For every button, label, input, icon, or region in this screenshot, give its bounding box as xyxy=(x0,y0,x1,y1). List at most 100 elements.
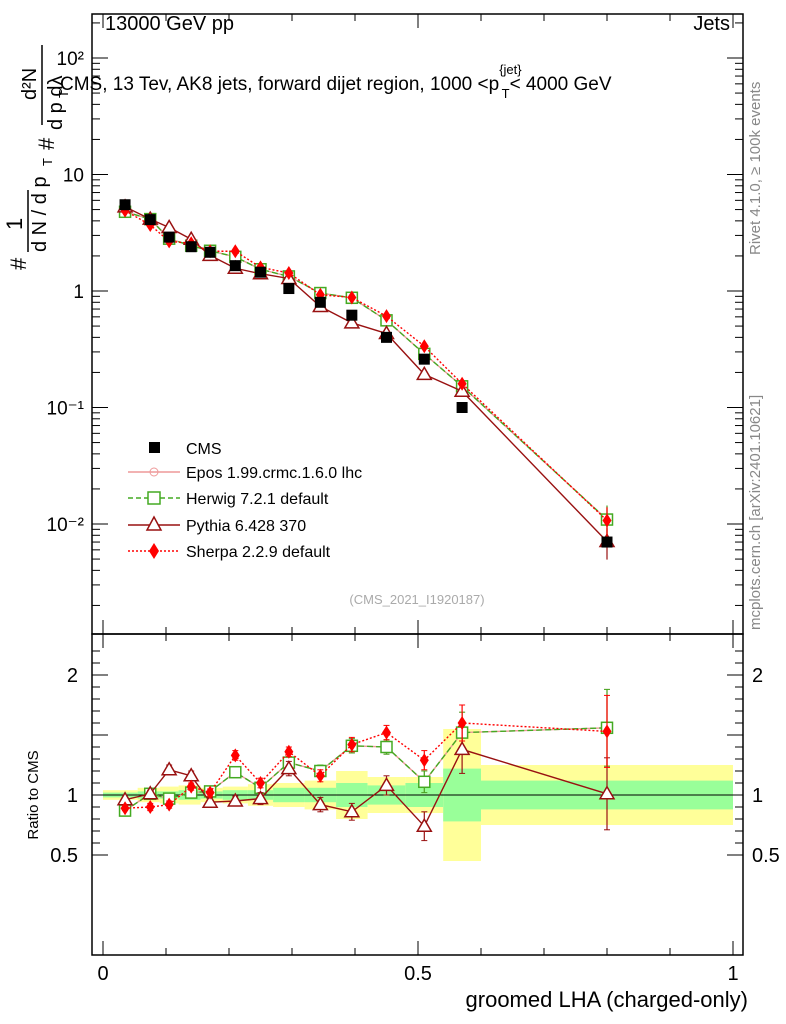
point-ratio-sherpa xyxy=(419,753,429,768)
point-ratio-pythia xyxy=(141,785,159,800)
legend-label-sherpa: Sherpa 2.2.9 default xyxy=(186,544,331,561)
header-collision: 13000 GeV pp xyxy=(105,13,234,35)
ylabel-hash-1: # xyxy=(6,257,31,270)
point-top-sherpa xyxy=(602,513,612,528)
y-tick-label-top: 10² xyxy=(57,49,84,70)
analysis-id: (CMS_2021_I1920187) xyxy=(349,592,484,607)
point-cms xyxy=(283,283,295,295)
point-ratio-herwig xyxy=(418,775,431,789)
x-axis-label: groomed LHA (charged-only) xyxy=(466,987,748,1012)
legend: CMS Epos 1.99.crmc.1.6.0 lhc Herwig 7.2.… xyxy=(128,441,362,561)
point-ratio-sherpa xyxy=(457,716,467,730)
mcplots-label: mcplots.cern.ch [arXiv:2401.10621] xyxy=(747,395,764,630)
ylabel-one: 1 xyxy=(2,218,27,230)
ylabel-numerator: d²N xyxy=(19,68,41,100)
y-axis-label-ratio: Ratio to CMS xyxy=(25,750,42,839)
point-cms xyxy=(229,260,241,272)
series-epos xyxy=(122,211,610,814)
point-ratio-pythia xyxy=(280,760,298,775)
point-ratio-pythia xyxy=(160,761,178,776)
y-tick-label-ratio-right: 1 xyxy=(752,785,763,807)
y-axis-label-top: # 1 d N / d p T # d²N d p dλ T xyxy=(2,45,71,270)
title-suffix: < 4000 GeV xyxy=(510,74,612,95)
axes: 0 0.5 1 10⁻² 10⁻¹ 1 10 10² 0.5 0.5 1 1 2 2 xyxy=(47,13,780,985)
ylabel-den-sub: T xyxy=(56,90,71,98)
legend-label-cms: CMS xyxy=(186,441,222,458)
point-top-pythia xyxy=(160,218,178,234)
point-ratio-pythia xyxy=(252,790,269,805)
point-cms xyxy=(204,246,216,258)
point-ratio-sherpa xyxy=(205,785,215,800)
point-top-pythia xyxy=(415,365,433,381)
point-top-sherpa xyxy=(419,339,429,354)
x-tick-label: 0 xyxy=(97,963,108,985)
legend-item-pythia: Pythia 6.428 370 xyxy=(128,515,306,535)
y-tick-label-top: 10⁻¹ xyxy=(47,399,85,420)
series-herwig xyxy=(118,205,614,817)
point-top-sherpa xyxy=(230,244,240,259)
legend-marker-herwig xyxy=(147,491,161,505)
ylabel-dN-dpT: d N / d p xyxy=(29,176,51,252)
point-ratio-sherpa xyxy=(382,725,391,740)
ylabel-hash-2: # xyxy=(34,137,59,150)
point-top-pythia xyxy=(343,314,361,329)
rivet-label: Rivet 4.1.0, ≥ 100k events xyxy=(747,82,764,255)
point-cms xyxy=(601,536,613,548)
point-cms xyxy=(346,309,358,321)
y-tick-label-ratio-right: 2 xyxy=(752,665,763,687)
point-ratio-pythia xyxy=(201,793,219,808)
point-ratio-sherpa xyxy=(230,748,240,763)
point-ratio-sherpa xyxy=(186,779,196,794)
legend-marker-epos xyxy=(149,467,159,477)
y-tick-label-ratio: 0.5 xyxy=(50,845,78,867)
point-ratio-sherpa xyxy=(602,724,612,739)
point-ratio-pythia xyxy=(312,796,329,811)
point-ratio-pythia xyxy=(226,792,244,807)
title-prefix: CMS, 13 Tev, AK8 jets, forward dijet reg… xyxy=(60,74,499,95)
point-ratio-sherpa xyxy=(347,737,357,752)
point-cms xyxy=(144,214,156,226)
point-ratio-sherpa xyxy=(145,800,155,814)
y-tick-label-ratio: 2 xyxy=(67,665,78,687)
legend-label-pythia: Pythia 6.428 370 xyxy=(186,518,306,535)
point-cms xyxy=(119,199,131,211)
title-sup: {jet} xyxy=(499,62,522,77)
y-tick-label-top: 1 xyxy=(73,282,84,303)
point-ratio-pythia xyxy=(343,803,361,818)
series-cms xyxy=(119,199,613,548)
top-panel-frame xyxy=(91,13,744,635)
legend-marker-cms xyxy=(149,442,160,453)
y-tick-label-ratio: 1 xyxy=(67,785,78,807)
y-tick-label-top: 10⁻² xyxy=(47,515,85,536)
point-cms xyxy=(314,296,326,308)
point-ratio-sherpa xyxy=(164,797,174,812)
point-top-sherpa xyxy=(382,309,391,324)
point-ratio-pythia xyxy=(453,740,471,756)
point-cms xyxy=(163,231,175,243)
point-top-sherpa xyxy=(457,376,467,391)
data-series xyxy=(116,198,616,842)
legend-label-epos: Epos 1.99.crmc.1.6.0 lhc xyxy=(186,465,362,482)
point-cms xyxy=(185,241,197,253)
y-tick-label-ratio-right: 0.5 xyxy=(752,845,780,867)
plot-title: CMS, 13 Tev, AK8 jets, forward dijet reg… xyxy=(60,62,612,101)
point-cms xyxy=(381,331,392,343)
legend-marker-pythia xyxy=(145,515,163,531)
point-top-sherpa xyxy=(347,290,357,305)
point-ratio-sherpa xyxy=(256,776,265,790)
legend-item-sherpa: Sherpa 2.2.9 default xyxy=(128,543,331,561)
point-ratio-sherpa xyxy=(284,744,294,759)
legend-item-cms: CMS xyxy=(149,441,222,458)
title-sub: T xyxy=(502,86,510,101)
point-ratio-pythia xyxy=(598,785,616,800)
point-cms xyxy=(255,266,266,278)
line-ratio-herwig xyxy=(124,727,608,812)
point-top-sherpa xyxy=(284,265,294,280)
legend-item-herwig: Herwig 7.2.1 default xyxy=(128,491,329,508)
point-ratio-pythia xyxy=(378,776,395,792)
point-ratio-sherpa xyxy=(315,768,325,783)
legend-marker-sherpa xyxy=(149,543,159,559)
point-ratio-herwig xyxy=(229,765,242,779)
point-cms xyxy=(418,353,430,365)
